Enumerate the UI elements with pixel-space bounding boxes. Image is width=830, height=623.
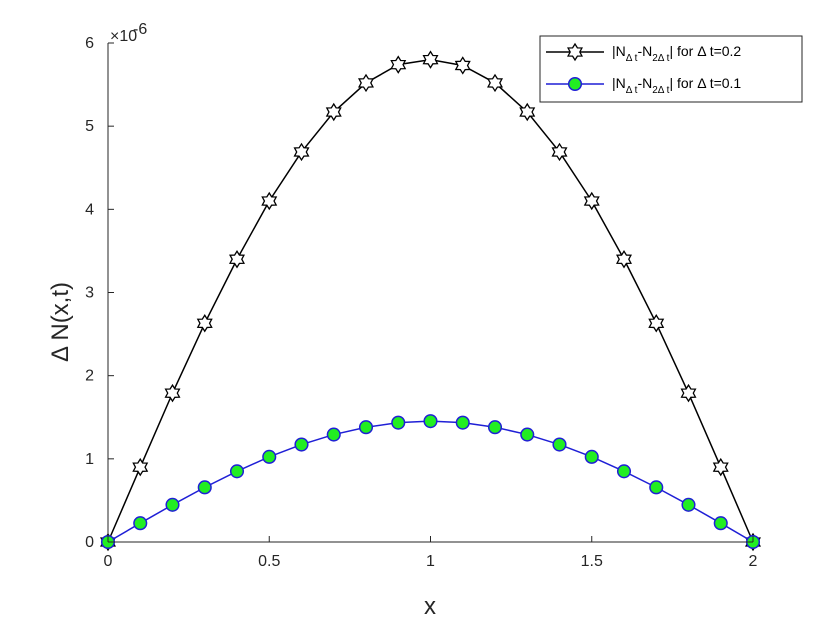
- data-point-marker: [487, 73, 503, 93]
- legend-box: [539, 35, 803, 103]
- y-tick-label: 3: [85, 285, 94, 302]
- svg-text:-6: -6: [133, 21, 147, 38]
- legend-label: |NΔ t-N2Δ t| for Δ t=0.1: [612, 75, 741, 96]
- data-point-marker: [358, 73, 374, 93]
- data-point-marker: [229, 250, 245, 269]
- data-point-marker: [455, 415, 470, 430]
- plot-area: [108, 43, 753, 542]
- data-point-marker: [487, 420, 503, 435]
- data-point-marker: [616, 464, 632, 479]
- data-point-marker: [197, 480, 212, 495]
- ticks-layer: 0 0.5 1 1.5 2 0 1 2 3 4 5 6: [85, 35, 757, 570]
- y-tick-label: 2: [85, 368, 94, 385]
- data-point-marker: [681, 497, 696, 512]
- data-point-marker: [293, 142, 310, 162]
- data-point-marker: [422, 50, 439, 69]
- data-point-marker: [196, 314, 213, 333]
- data-point-marker: [390, 55, 407, 74]
- data-point-marker: [567, 76, 583, 92]
- legend: |NΔ t-N2Δ t| for Δ t=0.2 |NΔ t-N2Δ t| for…: [539, 35, 803, 103]
- y-tick-label: 1: [85, 451, 94, 468]
- data-point-marker: [391, 415, 406, 430]
- series-1: [100, 50, 761, 552]
- data-point-marker: [713, 516, 728, 531]
- data-point-marker: [454, 56, 471, 75]
- data-point-marker: [423, 414, 438, 429]
- data-point-marker: [712, 457, 729, 477]
- data-point-marker: [567, 42, 583, 62]
- y-tick-label: 5: [85, 118, 94, 135]
- y-tick-label: 6: [85, 35, 94, 52]
- data-point-marker: [519, 102, 536, 122]
- data-point-marker: [649, 480, 664, 495]
- data-point-marker: [583, 191, 600, 211]
- y-exponent-label: ×10 -6: [110, 21, 147, 45]
- data-point-marker: [164, 383, 181, 403]
- data-point-marker: [616, 250, 632, 269]
- data-point-marker: [326, 427, 341, 442]
- data-point-marker: [358, 420, 374, 435]
- data-point-marker: [680, 383, 697, 403]
- data-point-marker: [520, 427, 535, 442]
- y-tick-label: 0: [85, 534, 94, 551]
- x-tick-label: 1: [426, 553, 435, 570]
- legend-item: |NΔ t-N2Δ t| for Δ t=0.2: [546, 42, 741, 64]
- x-axis-title: x: [424, 593, 436, 620]
- svg-text:×10: ×10: [110, 28, 137, 45]
- data-point-marker: [552, 437, 567, 452]
- data-point-marker: [165, 497, 180, 512]
- legend-item: |NΔ t-N2Δ t| for Δ t=0.1: [546, 75, 741, 96]
- data-point-marker: [261, 191, 278, 211]
- data-point-marker: [325, 102, 342, 122]
- data-point-marker: [294, 437, 309, 452]
- data-point-marker: [262, 449, 277, 464]
- x-tick-label: 2: [749, 553, 758, 570]
- data-point-marker: [133, 516, 148, 531]
- data-point-marker: [132, 457, 149, 477]
- data-point-marker: [648, 314, 665, 333]
- data-point-marker: [229, 464, 245, 479]
- y-axis-title: Δ N(x,t): [47, 282, 74, 362]
- data-point-marker: [551, 142, 568, 162]
- legend-label: |NΔ t-N2Δ t| for Δ t=0.2: [612, 43, 741, 64]
- y-tick-label: 4: [85, 201, 94, 218]
- data-point-marker: [584, 449, 599, 464]
- series-layer: [100, 50, 761, 552]
- x-tick-label: 0: [104, 553, 113, 570]
- x-tick-label: 0.5: [258, 553, 280, 570]
- x-tick-label: 1.5: [581, 553, 603, 570]
